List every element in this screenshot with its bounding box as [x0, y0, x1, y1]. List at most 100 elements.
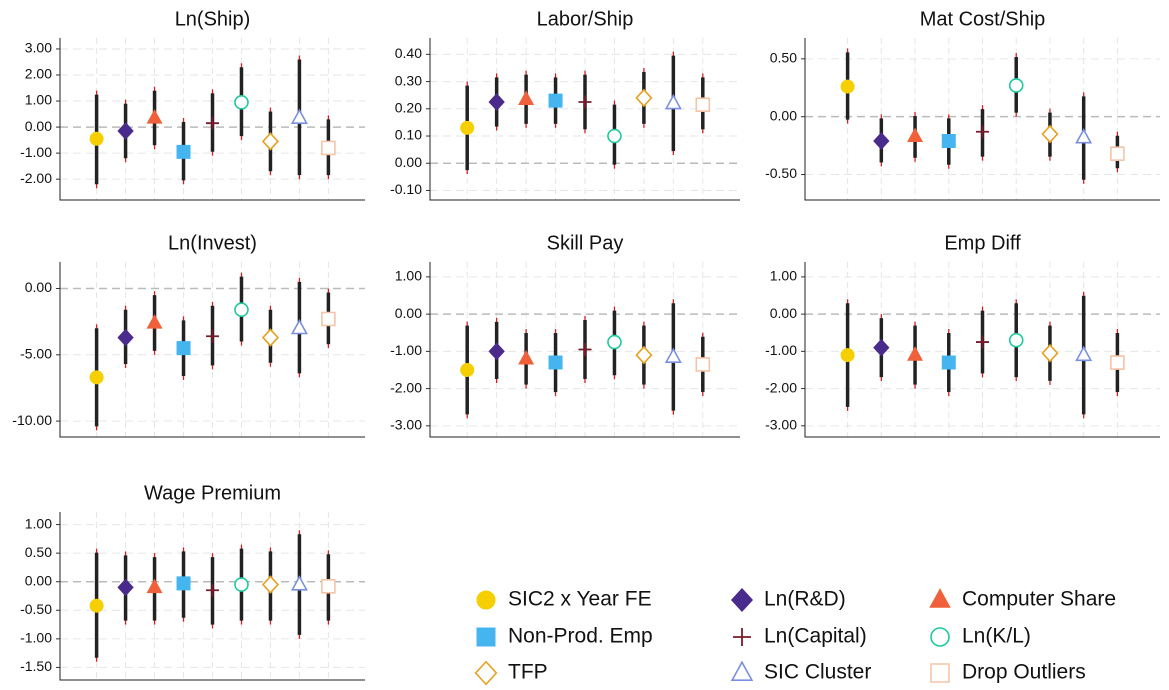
point: [234, 577, 249, 592]
point: [146, 109, 163, 124]
y-tick-label: -5.00: [20, 346, 52, 362]
y-tick-label: 1.00: [25, 92, 52, 108]
axis: [804, 262, 1160, 438]
point: [117, 122, 134, 140]
point: [176, 144, 191, 159]
axis: [804, 38, 1160, 201]
panel-title: Emp Diff: [944, 232, 1021, 254]
point: [548, 93, 563, 108]
panel-title: Labor/Ship: [537, 8, 634, 30]
y-tick-label: 0.30: [395, 72, 422, 88]
panel-title: Ln(Ship): [175, 8, 251, 30]
point: [840, 79, 855, 94]
point: [460, 120, 475, 135]
point: [488, 342, 505, 361]
point: [321, 140, 336, 156]
point: [234, 302, 249, 318]
point: [117, 328, 134, 347]
y-tick-label: 0.50: [770, 50, 797, 66]
legend-label: Drop Outliers: [962, 661, 1086, 684]
y-tick-label: 0.10: [395, 127, 422, 143]
legend-label: Non-Prod. Emp: [508, 625, 653, 648]
y-tick-label: -1.00: [765, 342, 797, 358]
legend-marker: [474, 660, 498, 686]
point: [607, 128, 622, 144]
point: [89, 598, 104, 613]
legend-marker: [730, 660, 754, 682]
point: [607, 334, 622, 350]
point: [206, 329, 219, 343]
y-tick-label: 1.00: [25, 515, 52, 531]
point: [941, 355, 956, 370]
legend-marker: [930, 627, 950, 647]
axis: [59, 38, 365, 201]
y-tick-label: 0.00: [770, 305, 797, 321]
y-tick-label: -1.00: [20, 630, 52, 646]
legend-marker: [730, 588, 754, 612]
point: [1075, 128, 1093, 144]
panel-title: Ln(Invest): [168, 232, 257, 254]
y-tick-label: -1.00: [390, 342, 422, 358]
y-tick-label: 0.00: [395, 154, 422, 170]
legend-marker: [929, 588, 951, 608]
point: [206, 583, 219, 597]
point: [321, 578, 336, 594]
point: [1041, 124, 1059, 144]
y-tick-label: -2.00: [765, 379, 797, 395]
point: [695, 97, 711, 113]
y-tick-label: 0.50: [25, 544, 52, 560]
point: [1041, 343, 1059, 363]
point: [695, 357, 711, 372]
point: [1110, 355, 1125, 370]
point: [89, 131, 104, 146]
point: [261, 328, 280, 347]
point: [635, 88, 653, 108]
y-tick-label: 0.20: [395, 99, 422, 115]
point: [290, 108, 308, 124]
point: [578, 343, 592, 356]
point: [146, 578, 163, 594]
y-tick-label: 0.00: [25, 118, 52, 134]
point: [635, 345, 653, 365]
point: [840, 348, 855, 363]
legend-marker: [930, 663, 950, 683]
y-tick-label: -1.00: [20, 144, 52, 160]
legend-label: Ln(R&D): [764, 588, 846, 611]
point: [518, 349, 535, 365]
point: [146, 314, 163, 329]
y-tick-label: -10.00: [12, 412, 52, 428]
y-tick-label: 0.00: [25, 572, 52, 588]
y-tick-label: 3.00: [25, 40, 52, 56]
point: [907, 127, 924, 143]
point: [488, 93, 505, 111]
legend-label: TFP: [508, 661, 548, 684]
axis: [59, 262, 365, 438]
point: [1110, 146, 1125, 162]
y-tick-label: 2.00: [25, 66, 52, 82]
axis: [59, 512, 365, 681]
point: [578, 95, 592, 109]
y-tick-label: -3.00: [390, 417, 422, 433]
y-tick-label: -0.10: [390, 181, 422, 197]
point: [1075, 345, 1093, 362]
legend-label: SIC2 x Year FE: [508, 588, 652, 611]
point: [907, 346, 924, 361]
point: [664, 93, 682, 110]
y-tick-label: -0.50: [765, 165, 797, 181]
point: [873, 132, 890, 150]
y-tick-label: 0.00: [770, 107, 797, 123]
point: [206, 116, 219, 130]
y-tick-label: -2.00: [20, 170, 52, 186]
point: [176, 576, 191, 591]
point: [321, 311, 336, 327]
point: [234, 95, 249, 110]
point: [873, 338, 890, 357]
panel-title: Wage Premium: [144, 482, 281, 504]
legend-label: Ln(K/L): [962, 625, 1031, 648]
panel-title: Skill Pay: [547, 232, 624, 254]
point: [290, 575, 308, 591]
legend-marker: [476, 590, 496, 610]
y-tick-label: -0.50: [20, 601, 52, 617]
axis: [429, 262, 740, 438]
